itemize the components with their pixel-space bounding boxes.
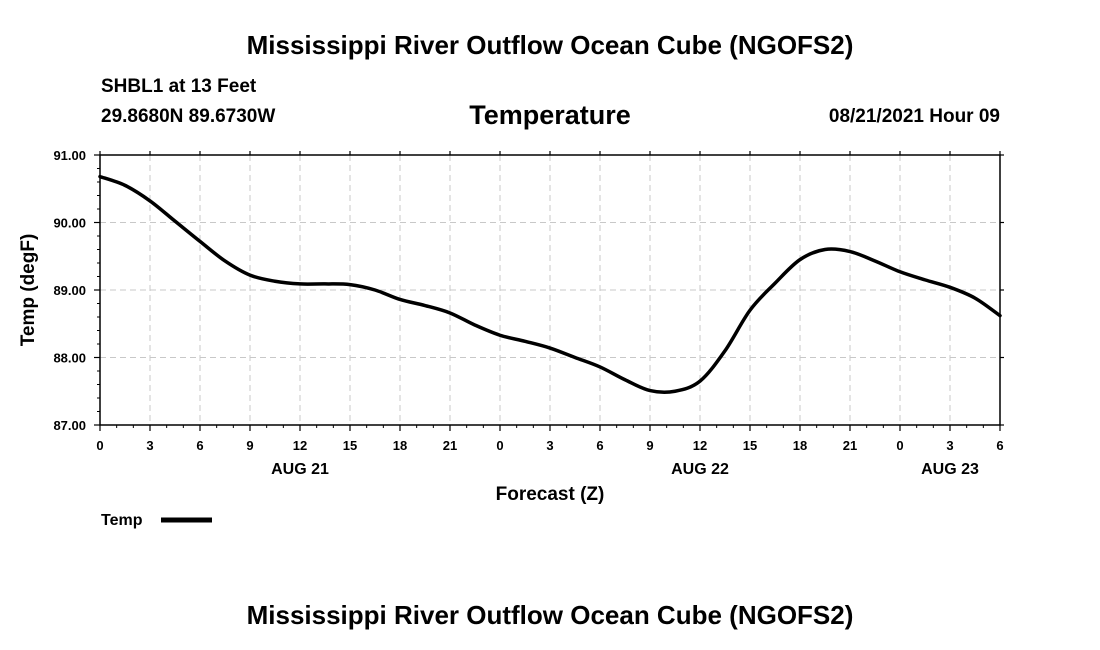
date-label: AUG 22: [671, 461, 729, 478]
station-coordinates: 29.8680N 89.6730W: [101, 106, 276, 127]
y-tick-label: 89.00: [53, 283, 86, 298]
y-tick-label: 87.00: [53, 418, 86, 433]
y-axis-ticks: 87.00 88.00 89.00 90.00 91.00: [53, 148, 1004, 433]
chart-title-top: Mississippi River Outflow Ocean Cube (NG…: [246, 30, 854, 60]
x-tick-label: 12: [693, 438, 707, 453]
x-tick-label: 3: [546, 438, 553, 453]
chart-title-bottom: Mississippi River Outflow Ocean Cube (NG…: [246, 600, 854, 630]
x-tick-label: 6: [596, 438, 603, 453]
y-tick-label: 91.00: [53, 148, 86, 163]
x-tick-label: 0: [896, 438, 903, 453]
series-line-temp: [98, 174, 1002, 394]
station-label: SHBL1 at 13 Feet: [101, 76, 257, 97]
y-tick-label: 88.00: [53, 351, 86, 366]
x-tick-label: 0: [96, 438, 103, 453]
x-tick-label: 15: [343, 438, 357, 453]
grid-lines: [100, 155, 1000, 425]
date-labels: AUG 21 AUG 22 AUG 23: [271, 461, 979, 478]
date-label: AUG 23: [921, 461, 979, 478]
x-tick-label: 12: [293, 438, 307, 453]
subtitle-text: Temperature: [469, 100, 631, 130]
x-tick-label: 0: [496, 438, 503, 453]
x-tick-label: 9: [246, 438, 253, 453]
x-axis-ticks: 0 3 6 9 12 15 18 21 0 3 6 9 12 15 18 21 0 3 6: [96, 151, 1004, 453]
x-tick-label: 3: [146, 438, 153, 453]
legend-label-temp: Temp: [101, 512, 143, 529]
x-tick-label: 3: [946, 438, 953, 453]
x-tick-label: 21: [843, 438, 857, 453]
y-tick-label: 90.00: [53, 216, 86, 231]
x-tick-label: 21: [443, 438, 457, 453]
chart-subtitle: Temperature: [0, 100, 1100, 131]
date-label: AUG 21: [271, 461, 329, 478]
x-tick-label: 18: [793, 438, 807, 453]
x-axis-label: Forecast (Z): [496, 484, 605, 505]
x-tick-label: 15: [743, 438, 757, 453]
legend: Temp: [101, 512, 212, 529]
forecast-datetime: 08/21/2021 Hour 09: [828, 106, 1000, 127]
x-tick-label: 9: [646, 438, 653, 453]
x-tick-label: 6: [196, 438, 203, 453]
y-axis-label: Temp (degF): [18, 234, 39, 347]
x-tick-label: 18: [393, 438, 407, 453]
x-tick-label: 6: [996, 438, 1003, 453]
